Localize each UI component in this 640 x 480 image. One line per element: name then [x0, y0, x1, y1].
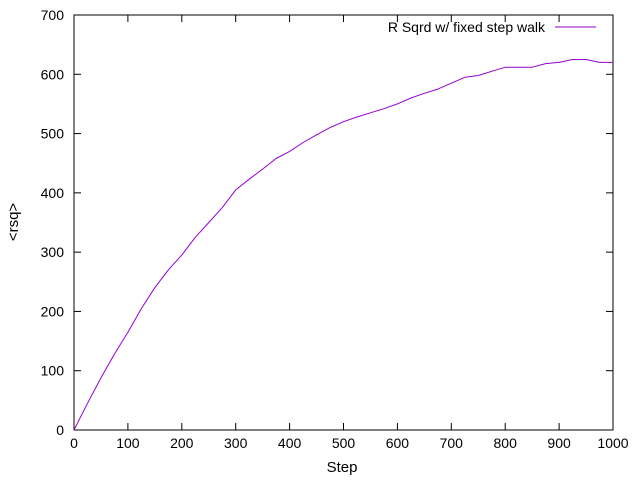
- y-tick-label: 600: [41, 66, 65, 82]
- y-tick-label: 400: [41, 185, 65, 201]
- x-tick-label: 1000: [597, 435, 628, 451]
- x-tick-label: 800: [494, 435, 518, 451]
- x-tick-label: 500: [332, 435, 356, 451]
- y-tick-label: 300: [41, 244, 65, 260]
- x-tick-label: 0: [70, 435, 78, 451]
- y-tick-label: 100: [41, 363, 65, 379]
- y-tick-label: 200: [41, 303, 65, 319]
- y-axis-label: <rsq>: [5, 203, 22, 242]
- y-tick-label: 0: [56, 422, 64, 438]
- y-axis-ticks: 0 100 200 300 400 500 600 700: [41, 7, 613, 438]
- y-tick-label: 500: [41, 126, 65, 142]
- x-axis-ticks: 0 100 200 300 400 500 600 700 800 900 1000: [70, 15, 629, 451]
- x-axis-label: Step: [327, 459, 358, 476]
- x-tick-label: 600: [386, 435, 410, 451]
- x-tick-label: 400: [278, 435, 302, 451]
- plot-frame: [73, 14, 614, 431]
- series-line: [73, 59, 613, 431]
- legend: R Sqrd w/ fixed step walk: [388, 19, 596, 35]
- x-tick-label: 300: [224, 435, 248, 451]
- y-tick-label: 700: [41, 7, 65, 23]
- x-tick-label: 900: [547, 435, 571, 451]
- x-tick-label: 200: [170, 435, 194, 451]
- series-layer: [73, 59, 613, 431]
- x-tick-label: 700: [440, 435, 464, 451]
- legend-label: R Sqrd w/ fixed step walk: [388, 19, 546, 35]
- plot-border: [73, 14, 614, 431]
- x-tick-label: 100: [116, 435, 140, 451]
